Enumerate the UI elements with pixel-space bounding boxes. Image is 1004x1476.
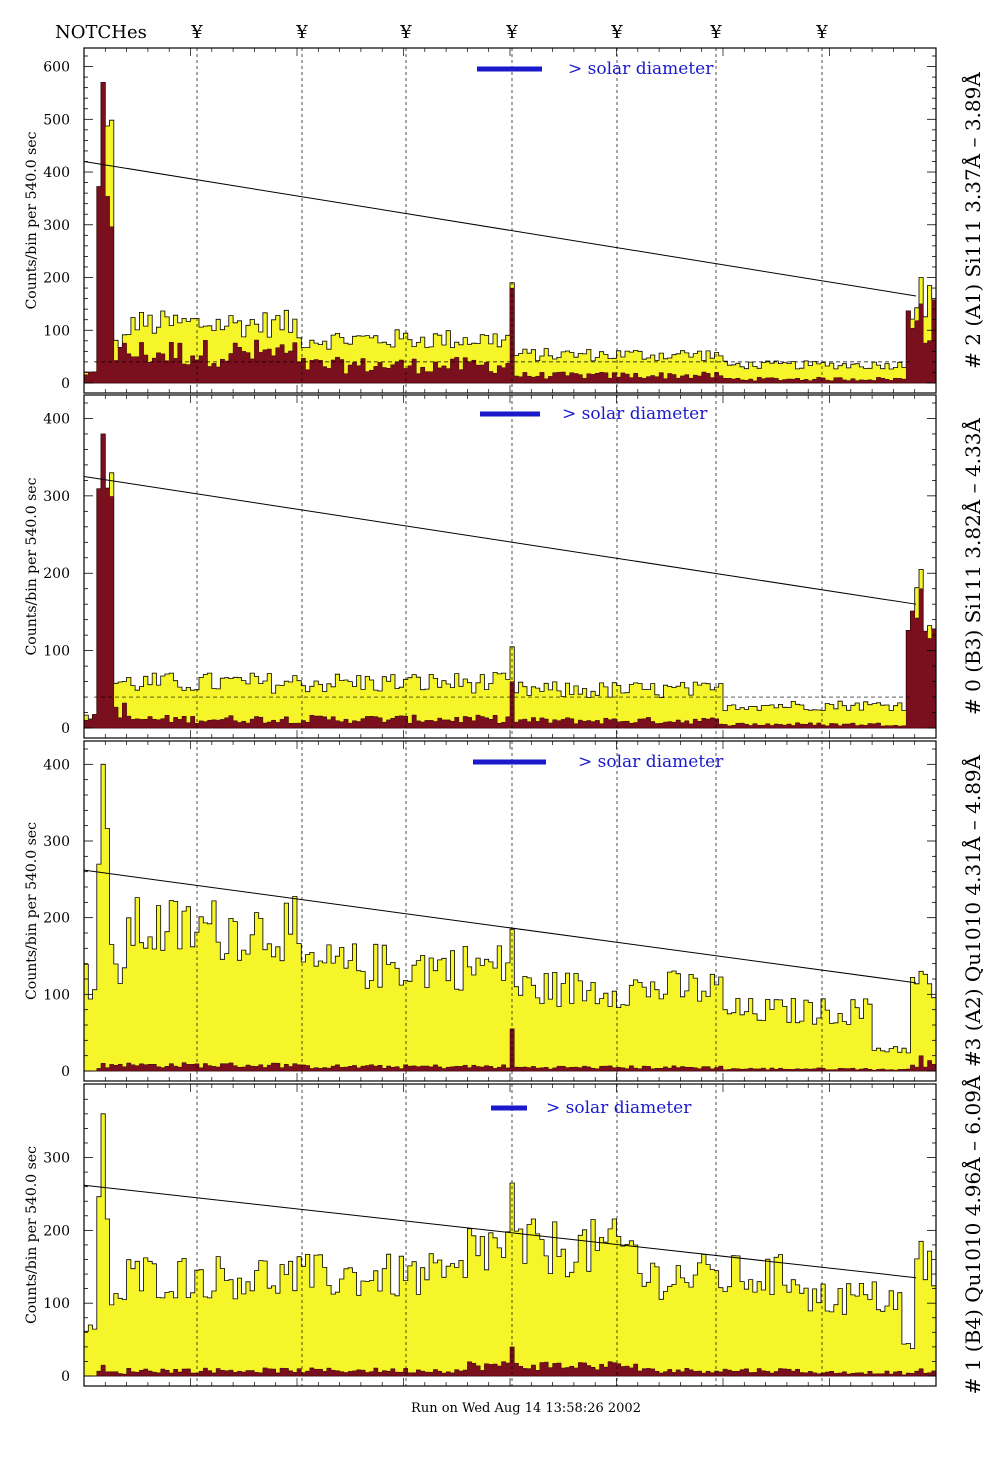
- notch-marker-4: ¥: [505, 22, 518, 43]
- panel-label: #3 (A2) Qu1010 4.31Å – 4.89Å: [960, 754, 985, 1067]
- y-axis-label: Counts/bin per 540.0 sec: [24, 1146, 40, 1324]
- y-tick-label: 200: [43, 911, 70, 927]
- y-tick-label: 300: [43, 834, 70, 850]
- y-tick-label: 100: [43, 1296, 70, 1312]
- y-tick-label: 200: [43, 566, 70, 582]
- y-tick-label: 0: [61, 1064, 70, 1080]
- histogram-total: [83, 763, 937, 1072]
- y-tick-label: 100: [43, 644, 70, 660]
- y-tick-label: 0: [61, 1369, 70, 1385]
- legend-solar-text: > solar diameter: [562, 404, 708, 424]
- trend-line: [83, 1184, 917, 1279]
- notch-marker-6: ¥: [709, 22, 722, 43]
- panel-label: # 2 (A1) Si111 3.37Å – 3.89Å: [960, 72, 985, 369]
- legend-solar-text: > solar diameter: [568, 59, 714, 79]
- y-tick-label: 600: [43, 60, 70, 76]
- histogram-total: [83, 433, 937, 729]
- histogram-total: [83, 1113, 937, 1377]
- y-tick-label: 400: [43, 757, 70, 773]
- notch-marker-1: ¥: [190, 22, 203, 43]
- y-tick-label: 500: [43, 112, 70, 128]
- panel-1: 0 100 200 300 400 500 600 Counts/bin per 540.0 …: [24, 47, 985, 394]
- y-axis-label: Counts/bin per 540.0 sec: [24, 131, 40, 309]
- y-tick-label: 100: [43, 987, 70, 1003]
- y-tick-label: 300: [43, 1151, 70, 1167]
- legend-solar-text: > solar diameter: [578, 752, 724, 772]
- notch-markers: ¥ ¥ ¥ ¥ ¥ ¥ ¥: [190, 22, 828, 43]
- histogram-peak: [83, 433, 937, 729]
- legend-solar-text: > solar diameter: [546, 1098, 692, 1118]
- y-tick-label: 400: [43, 411, 70, 427]
- run-timestamp: Run on Wed Aug 14 13:58:26 2002: [411, 1401, 641, 1416]
- notch-marker-3: ¥: [399, 22, 412, 43]
- panels: 0 100 200 300 400 500 600 Counts/bin per 540.0 …: [24, 47, 985, 1394]
- notch-marker-5: ¥: [610, 22, 623, 43]
- panel-2: 0 100 200 300 400 Counts/bin per 540.0 sec # 0…: [24, 394, 985, 739]
- notch-marker-7: ¥: [815, 22, 828, 43]
- y-tick-label: 400: [43, 165, 70, 181]
- trend-line: [83, 476, 917, 605]
- panel-3: 0 100 200 300 400 Counts/bin per 540.0 sec #3 …: [24, 740, 985, 1082]
- panel-label: # 0 (B3) Si111 3.82Å – 4.33Å: [960, 418, 985, 715]
- y-tick-label: 200: [43, 271, 70, 287]
- y-tick-label: 300: [43, 218, 70, 234]
- panel-label: # 1 (B4) Qu1010 4.96Å – 6.09Å: [960, 1075, 985, 1394]
- histogram-peak: [83, 82, 937, 384]
- notches-title: NOTCHes: [55, 22, 147, 43]
- y-tick-label: 0: [61, 376, 70, 392]
- y-tick-label: 200: [43, 1223, 70, 1239]
- y-axis-label: Counts/bin per 540.0 sec: [24, 822, 40, 1000]
- histogram-peak: [84, 1346, 937, 1377]
- y-tick-label: 100: [43, 323, 70, 339]
- notch-marker-2: ¥: [295, 22, 308, 43]
- y-axis-label: Counts/bin per 540.0 sec: [24, 477, 40, 655]
- trend-line: [83, 869, 917, 984]
- y-tick-label: 300: [43, 489, 70, 505]
- trend-line: [83, 160, 917, 297]
- y-tick-label: 0: [61, 721, 70, 737]
- histogram-peak: [84, 1028, 937, 1072]
